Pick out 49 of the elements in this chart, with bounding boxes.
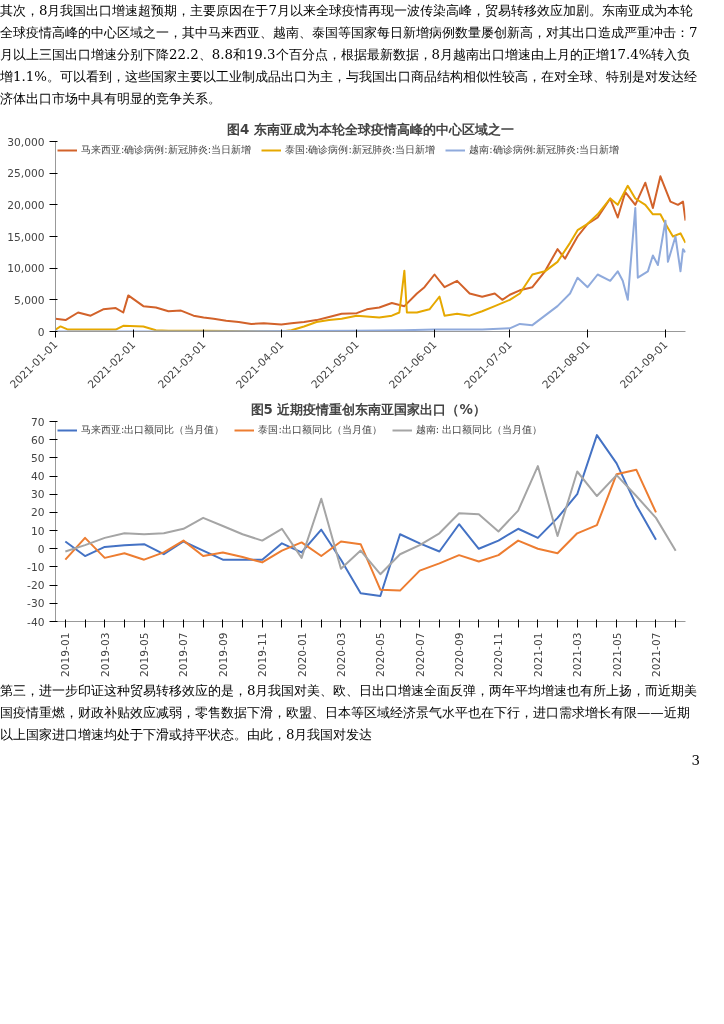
legend-label: 马来西亚:确诊病例:新冠肺炎:当日新增 — [81, 143, 252, 157]
x-tick-label: 2020-07 — [413, 632, 427, 678]
y-tick-label: 30 — [30, 488, 45, 502]
y-tick-label: 5,000 — [13, 293, 45, 307]
x-tick-label: 2021-05 — [610, 632, 624, 678]
y-tick-label: 20 — [30, 506, 45, 520]
x-tick-label: 2019-03 — [98, 632, 112, 678]
x-tick-label: 2020-11 — [492, 632, 506, 678]
y-tick-label: 10,000 — [7, 262, 45, 276]
legend-label: 马来西亚:出口额同比（当月值） — [81, 423, 225, 437]
y-tick-label: -10 — [27, 560, 45, 574]
legend-label: 泰国:确诊病例:新冠肺炎:当日新增 — [285, 143, 436, 157]
x-tick-label: 2019-09 — [216, 632, 230, 678]
y-tick-label: 40 — [30, 470, 45, 484]
line-series — [64, 434, 657, 598]
y-tick-label: 30,000 — [7, 135, 45, 149]
x-tick-label: 2020-01 — [295, 632, 309, 678]
text: 第三，进一步印证这种贸易转移效应的是，8月我国对美、欧、日出口增速全面反弹，两年平均增速也有所上扬，而近期美国疫情重燃，财政补贴效应减弱，零售数据下滑，欧盟、日本等区域经济景气水平也在下行，进口需求增长有限——近期以上国家进口增速均处于下滑或持平状态。由此，8月我国对发达 — [0, 682, 699, 744]
legend-label: 越南: 出口额同比（当月值） — [415, 423, 543, 437]
legend-label: 泰国:出口额同比（当月值） — [258, 423, 382, 437]
text: 其次，8月我国出口增速超预期，主要原因在于7月以来全球疫情再现一波传染高峰，贸易转移效应加剧。东南亚成为本轮全球疫情高峰的中心区域之一，其中马来西亚、越南、泰国等国家每日新增病例数量屡创新高，对其出口造成严重冲击：7月以上三国出口增速分别下降22.2、8.8和19.3个百分点，根据最新数据，8月越南出口增速由上月的正增17.4%转入负增1.1%。可以看到，这些国家主要以工业制成品出口为主，与我国出口商品结构相似性较高，在对全球、特别是对发达经济体出口市场中具有明显的竞争关系。 — [0, 2, 699, 108]
y-tick-label: -30 — [27, 597, 45, 611]
line-series — [64, 468, 657, 592]
y-tick-label: 60 — [30, 433, 45, 447]
x-tick-label: 2019-07 — [177, 632, 191, 678]
x-tick-label: 2019-01 — [59, 632, 73, 678]
x-tick-label: 2021-07 — [649, 632, 663, 678]
y-tick-label: 0 — [37, 542, 45, 556]
x-tick-label: 2019-05 — [138, 632, 152, 678]
y-tick-label: 50 — [30, 451, 45, 465]
x-tick-label: 2020-03 — [334, 632, 348, 678]
y-tick-label: 10 — [30, 524, 45, 538]
y-tick-label: 25,000 — [7, 167, 45, 181]
chart-title: 图4 东南亚成为本轮全球疫情高峰的中心区域之一 — [227, 121, 514, 137]
chart-title: 图5 近期疫情重创东南亚国家出口（%） — [250, 401, 486, 417]
legend-label: 越南:确诊病例:新冠肺炎:当日新增 — [469, 143, 620, 157]
x-tick-label: 2019-11 — [256, 632, 270, 678]
y-tick-label: -40 — [27, 615, 45, 629]
x-tick-label: 2020-09 — [453, 632, 467, 678]
y-tick-label: -20 — [27, 579, 45, 593]
line-series — [64, 465, 677, 576]
x-tick-label: 2021-01 — [531, 632, 545, 678]
y-tick-label: 15,000 — [7, 230, 45, 244]
y-tick-label: 70 — [30, 415, 45, 429]
y-tick-label: 0 — [37, 325, 45, 339]
x-tick-label: 2021-03 — [571, 632, 585, 678]
x-tick-label: 2020-05 — [374, 632, 388, 678]
y-tick-label: 20,000 — [7, 198, 45, 212]
text: 3 — [691, 752, 700, 770]
